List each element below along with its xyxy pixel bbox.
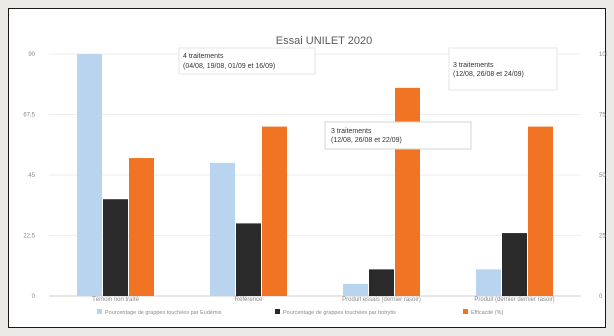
bar-2-3	[369, 269, 394, 296]
right-tick-label: 100	[599, 52, 607, 58]
bar-1-4	[476, 269, 501, 296]
right-tick-label: 0	[599, 294, 603, 300]
annotation-1-line-1: 4 traitements	[183, 53, 224, 60]
category-label: Référence	[235, 297, 263, 303]
legend-label-efficacite: Efficacité (%)	[471, 310, 503, 316]
bar-2-2	[236, 223, 261, 296]
right-axis: 0 25 50 75 100	[599, 52, 607, 300]
bar-2-4	[502, 233, 527, 296]
annotation-3-line-2: (12/08, 26/08 et 24/09)	[453, 71, 524, 78]
annotation-3: 3 traitements (12/08, 26/08 et 24/09)	[448, 47, 558, 91]
category-label: Produit (dernier dernier rasoir)	[474, 297, 554, 303]
legend: Pourcentage de grappes touchées par Eudé…	[97, 309, 503, 316]
category-label: Produit essais (dernier rasoir)	[342, 297, 421, 303]
right-tick-label: 50	[599, 173, 606, 179]
bar-1-2	[210, 162, 235, 296]
annotation-1: 4 traitements (04/08, 19/08, 01/09 et 16…	[178, 47, 316, 75]
left-tick-label: 45	[28, 173, 35, 179]
chart-frame: Essai UNILET 2020 0 22,5 45 67,5 90 0 25 50 75 1…	[8, 8, 607, 328]
bar-1-1	[77, 54, 102, 296]
category-label: Témoin non traité	[92, 297, 139, 303]
annotation-2-line-1: 3 traitements	[331, 128, 372, 135]
bar-3-4	[528, 126, 553, 296]
annotation-2: 3 traitements (12/08, 26/08 et 22/09)	[324, 121, 472, 150]
annotation-1-line-2: (04/08, 19/08, 01/09 et 16/09)	[183, 63, 275, 70]
legend-swatch-efficacite	[463, 309, 468, 314]
bar-1-3	[343, 283, 368, 296]
right-tick-label: 25	[599, 234, 606, 240]
bar-3-2	[262, 126, 287, 296]
legend-swatch-eudemis	[97, 309, 102, 314]
left-tick-label: 22,5	[23, 234, 35, 240]
left-tick-label: 0	[32, 294, 36, 300]
bar-3-3	[395, 87, 420, 296]
right-tick-label: 75	[599, 113, 606, 119]
legend-label-botrytis: Pourcentage de grappes touchées par botr…	[283, 310, 396, 316]
annotation-3-line-1: 3 traitements	[453, 62, 494, 69]
legend-label-eudemis: Pourcentage de grappes touchées par Eudé…	[105, 310, 222, 316]
chart-svg: Essai UNILET 2020 0 22,5 45 67,5 90 0 25 50 75 1…	[23, 35, 607, 316]
annotation-2-line-2: (12/08, 26/08 et 22/09)	[331, 137, 402, 144]
bar-2-1	[103, 199, 128, 296]
bar-3-1	[129, 158, 154, 296]
legend-swatch-botrytis	[275, 309, 280, 314]
left-tick-label: 67,5	[23, 113, 35, 119]
left-axis: 0 22,5 45 67,5 90	[23, 52, 35, 300]
category-labels: Témoin non traité Référence Produit essais…	[92, 297, 555, 303]
left-tick-label: 90	[28, 52, 35, 58]
chart-title: Essai UNILET 2020	[276, 35, 372, 47]
